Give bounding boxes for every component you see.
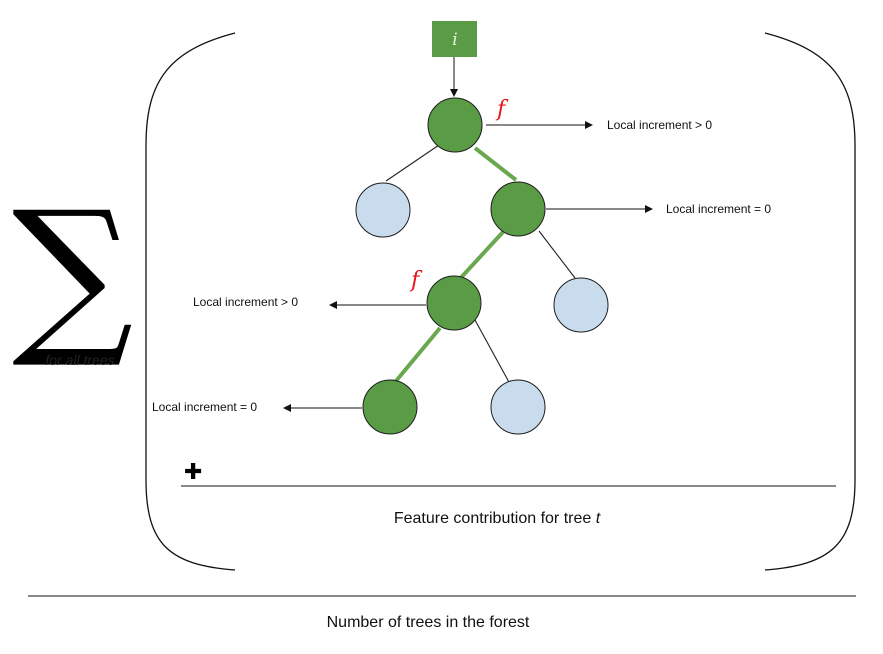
sigma-subtitle: for all trees [45,352,114,368]
increment-label-mid-node: Local increment > 0 [193,295,298,309]
feature-split-marker: f [495,97,509,122]
input-feature-label: i [452,30,457,50]
tree-contribution-caption: Feature contribution for tree t [394,510,601,527]
leaf-node [490,379,546,435]
left-bracket [145,32,236,571]
increment-label-right-child: Local increment = 0 [666,202,771,216]
tree-edge [474,319,511,385]
tree-edge [538,230,576,279]
decision-path-edge [394,326,442,383]
leaf-node [355,182,411,238]
feature-split-marker: f [409,268,423,293]
path-leaf-node [362,379,418,435]
path-node [490,181,546,237]
plus-icon: ✚ [184,460,202,485]
right-bracket [764,32,856,571]
decision-path-edge [454,230,505,285]
increment-label-root: Local increment > 0 [607,118,712,132]
tree-edge [385,144,440,182]
input-feature-box [432,21,477,57]
leaf-node [553,277,609,333]
decision-path-edge [473,146,518,182]
denominator-caption: Number of trees in the forest [327,614,530,631]
path-node [426,275,482,331]
root-node [427,97,483,153]
sigma-symbol: ∑ [12,175,133,373]
increment-label-leaf: Local increment = 0 [152,400,257,414]
